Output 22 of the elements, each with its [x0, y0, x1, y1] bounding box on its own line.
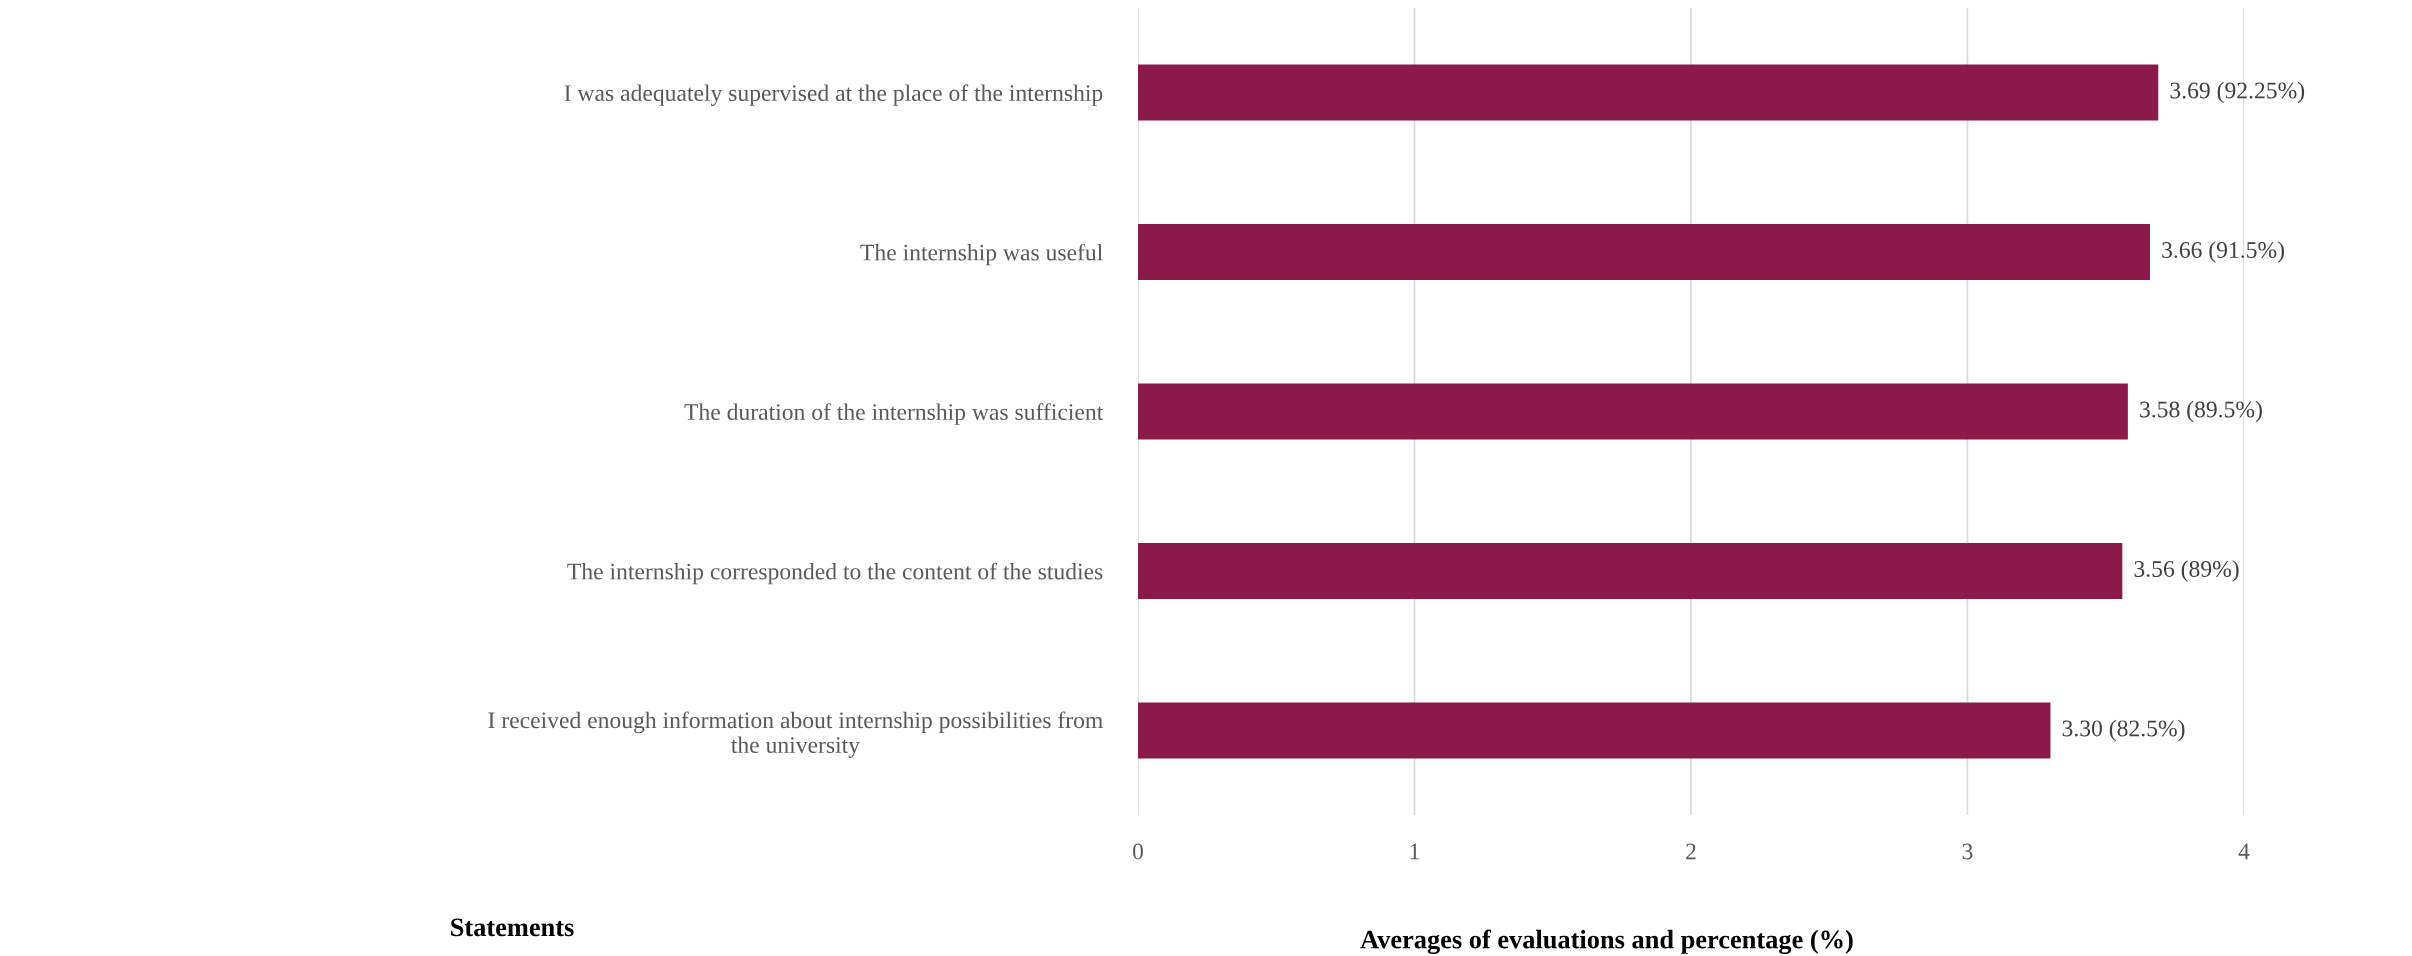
data-label: 3.69 (92.25%) — [2170, 81, 2305, 104]
data-label: 3.58 (89.5%) — [2140, 400, 2262, 423]
x-tick-label: 1 — [1410, 843, 1419, 860]
y-tick-label: I received enough information about internship possibilities from the university — [488, 711, 1103, 758]
bar — [1138, 224, 2150, 280]
data-label: 3.66 (91.5%) — [2162, 241, 2284, 263]
x-axis-title: Averages of evaluations and percentage (%) — [1360, 929, 1853, 954]
bar — [1138, 702, 2051, 759]
x-tick-label: 4 — [2238, 843, 2250, 860]
x-tick-label: 0 — [1133, 843, 1143, 860]
y-axis-title: Statements — [451, 918, 574, 937]
x-tick-label: 3 — [1962, 843, 1973, 860]
y-tick-label: The internship corresponded to the content of the studies — [567, 562, 1103, 585]
data-label: 3.56 (89%) — [2134, 560, 2239, 582]
y-tick-label: The duration of the internship was sufficient — [684, 403, 1104, 425]
bar — [1138, 383, 2128, 440]
bar — [1138, 543, 2123, 599]
bar — [1138, 64, 2159, 121]
y-tick-label: I was adequately supervised at the place of the internship — [564, 84, 1103, 106]
y-tick-label: The internship was useful — [860, 243, 1103, 266]
x-tick-label: 2 — [1686, 843, 1696, 860]
data-label: 3.30 (82.5%) — [2062, 719, 2185, 742]
